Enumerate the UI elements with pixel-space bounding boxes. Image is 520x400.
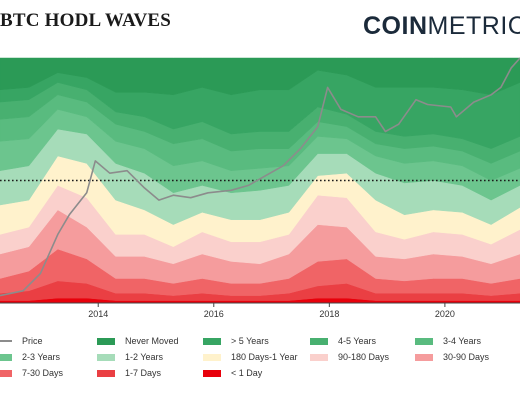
legend-item-3-4-years: 3-4 Years xyxy=(415,334,481,348)
legend-label-30-90-days: 30-90 Days xyxy=(443,352,490,362)
legend-item-7-30-days: 7-30 Days xyxy=(0,366,63,380)
legend-swatch-1-2-years xyxy=(97,353,115,361)
legend-item-never-moved: Never Moved xyxy=(97,334,179,348)
area-bands xyxy=(0,57,520,304)
legend-swatch-7-30-days xyxy=(0,369,12,377)
legend-item-1-7-days: 1-7 Days xyxy=(97,366,161,380)
legend-item-4-5-years: 4-5 Years xyxy=(310,334,376,348)
legend-label-5-years: > 5 Years xyxy=(231,336,269,346)
legend-label-1-7-days: 1-7 Days xyxy=(125,368,162,378)
legend-label-1-day: < 1 Day xyxy=(231,368,263,378)
area-never-moved xyxy=(0,57,520,96)
price-line-group xyxy=(0,57,520,297)
x-tick-label-2014: 2014 xyxy=(88,309,108,319)
legend-swatch-5-years xyxy=(203,337,221,345)
brand-logo: COINMETRICS xyxy=(363,12,520,41)
legend-swatch-30-90-days xyxy=(415,353,433,361)
legend-item-30-90-days: 30-90 Days xyxy=(415,350,489,364)
legend-swatch-price xyxy=(0,340,12,342)
x-tick-label-2018: 2018 xyxy=(319,309,339,319)
legend-item-180-days-1-year: 180 Days-1 Year xyxy=(203,350,298,364)
legend-swatch-2-3-years xyxy=(0,353,12,361)
legend-item-90-180-days: 90-180 Days xyxy=(310,350,389,364)
legend-swatch-90-180-days xyxy=(310,353,328,361)
legend-swatch-never-moved xyxy=(97,337,115,345)
legend-swatch-3-4-years xyxy=(415,337,433,345)
legend-swatch-180-days-1-year xyxy=(203,353,221,361)
x-tick-label-2020: 2020 xyxy=(435,309,455,319)
legend-label-1-2-years: 1-2 Years xyxy=(125,352,164,362)
legend-swatch-1-day xyxy=(203,369,221,377)
x-axis: 2014 2016 2018 2020 xyxy=(0,302,520,319)
legend-swatch-4-5-years xyxy=(310,337,328,345)
legend-label-3-4-years: 3-4 Years xyxy=(443,336,482,346)
legend-label-90-180-days: 90-180 Days xyxy=(338,352,390,362)
chart-title: BTC HODL WAVES xyxy=(0,10,172,31)
legend-item-2-3-years: 2-3 Years xyxy=(0,350,60,364)
price-line xyxy=(0,57,520,297)
legend-swatch-1-7-days xyxy=(97,369,115,377)
legend-item-1-day: < 1 Day xyxy=(203,366,262,380)
legend-item-1-2-years: 1-2 Years xyxy=(97,350,163,364)
legend-label-180-days-1-year: 180 Days-1 Year xyxy=(231,352,298,362)
legend-label-never-moved: Never Moved xyxy=(125,336,179,346)
x-tick-label-2016: 2016 xyxy=(204,309,224,319)
legend-item-5-years: > 5 Years xyxy=(203,334,269,348)
legend-label-2-3-years: 2-3 Years xyxy=(22,352,61,362)
legend-label-4-5-years: 4-5 Years xyxy=(338,336,377,346)
legend-item-price: Price xyxy=(0,334,43,348)
brand-logo-bold: COIN xyxy=(363,12,428,40)
legend-label-7-30-days: 7-30 Days xyxy=(22,368,64,378)
legend-label-price: Price xyxy=(22,336,43,346)
brand-logo-light: METRICS xyxy=(427,12,520,40)
